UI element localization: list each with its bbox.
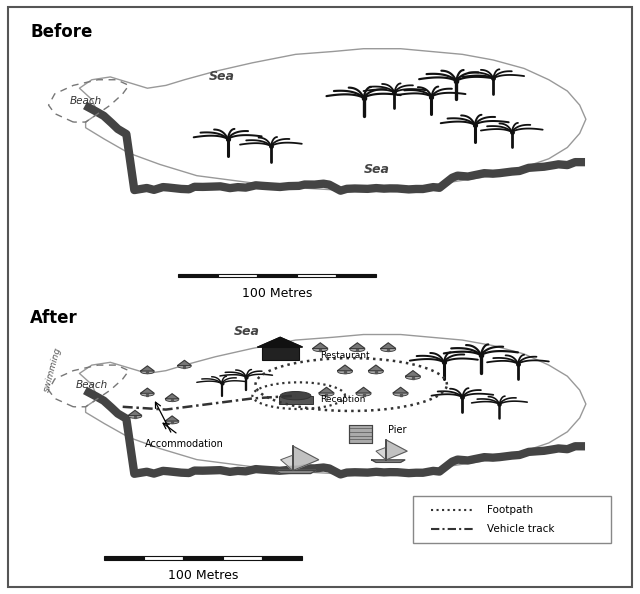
Text: Vehicle track: Vehicle track	[487, 523, 555, 533]
Polygon shape	[393, 387, 408, 393]
Ellipse shape	[381, 347, 396, 352]
Polygon shape	[275, 470, 316, 473]
Polygon shape	[141, 366, 154, 371]
Ellipse shape	[165, 419, 179, 424]
Ellipse shape	[128, 414, 142, 418]
Polygon shape	[369, 365, 383, 371]
Polygon shape	[165, 394, 179, 399]
Polygon shape	[165, 416, 179, 421]
Polygon shape	[356, 387, 371, 393]
Polygon shape	[258, 337, 303, 347]
Bar	[144, 557, 183, 560]
Polygon shape	[381, 343, 396, 349]
Ellipse shape	[356, 391, 371, 396]
Polygon shape	[376, 447, 386, 460]
Ellipse shape	[280, 391, 311, 400]
Bar	[262, 557, 302, 560]
Bar	[349, 425, 372, 443]
Text: Sea: Sea	[364, 163, 389, 176]
Text: swimming: swimming	[43, 346, 63, 393]
Text: 100 Metres: 100 Metres	[242, 287, 312, 300]
Text: Beach: Beach	[76, 380, 108, 390]
Ellipse shape	[319, 391, 334, 396]
Ellipse shape	[178, 364, 191, 368]
Polygon shape	[386, 440, 407, 460]
Polygon shape	[281, 455, 293, 470]
Ellipse shape	[141, 392, 154, 396]
Text: Restaurant: Restaurant	[321, 351, 370, 360]
Ellipse shape	[141, 369, 154, 374]
Polygon shape	[128, 410, 142, 415]
Text: Accommodation: Accommodation	[145, 439, 224, 448]
Polygon shape	[79, 334, 586, 473]
Ellipse shape	[313, 347, 328, 352]
Polygon shape	[372, 460, 405, 462]
Ellipse shape	[369, 369, 383, 374]
Polygon shape	[337, 365, 353, 371]
Text: After: After	[30, 309, 78, 327]
Polygon shape	[141, 388, 154, 393]
Ellipse shape	[165, 397, 179, 402]
Ellipse shape	[406, 375, 420, 380]
Bar	[257, 274, 297, 277]
Bar	[337, 274, 376, 277]
Ellipse shape	[393, 391, 408, 396]
Polygon shape	[293, 446, 319, 470]
Bar	[183, 557, 223, 560]
Polygon shape	[319, 387, 334, 393]
Text: Reception: Reception	[321, 395, 365, 404]
Bar	[262, 347, 299, 359]
Text: Before: Before	[30, 23, 92, 42]
Ellipse shape	[337, 369, 353, 374]
FancyBboxPatch shape	[413, 496, 611, 543]
Text: Footpath: Footpath	[487, 505, 533, 515]
Bar	[218, 274, 257, 277]
Text: Sea: Sea	[209, 69, 235, 83]
Polygon shape	[313, 343, 328, 349]
Ellipse shape	[350, 347, 365, 352]
Polygon shape	[79, 49, 586, 190]
Bar	[104, 557, 144, 560]
Text: 100 Metres: 100 Metres	[168, 570, 238, 583]
Polygon shape	[350, 343, 365, 349]
Bar	[278, 396, 312, 404]
Polygon shape	[406, 371, 420, 376]
Bar	[297, 274, 337, 277]
Bar	[179, 274, 218, 277]
Polygon shape	[178, 361, 191, 365]
Text: Pier: Pier	[388, 425, 407, 435]
Bar	[223, 557, 262, 560]
Text: Beach: Beach	[70, 96, 102, 106]
Text: Sea: Sea	[234, 324, 260, 337]
